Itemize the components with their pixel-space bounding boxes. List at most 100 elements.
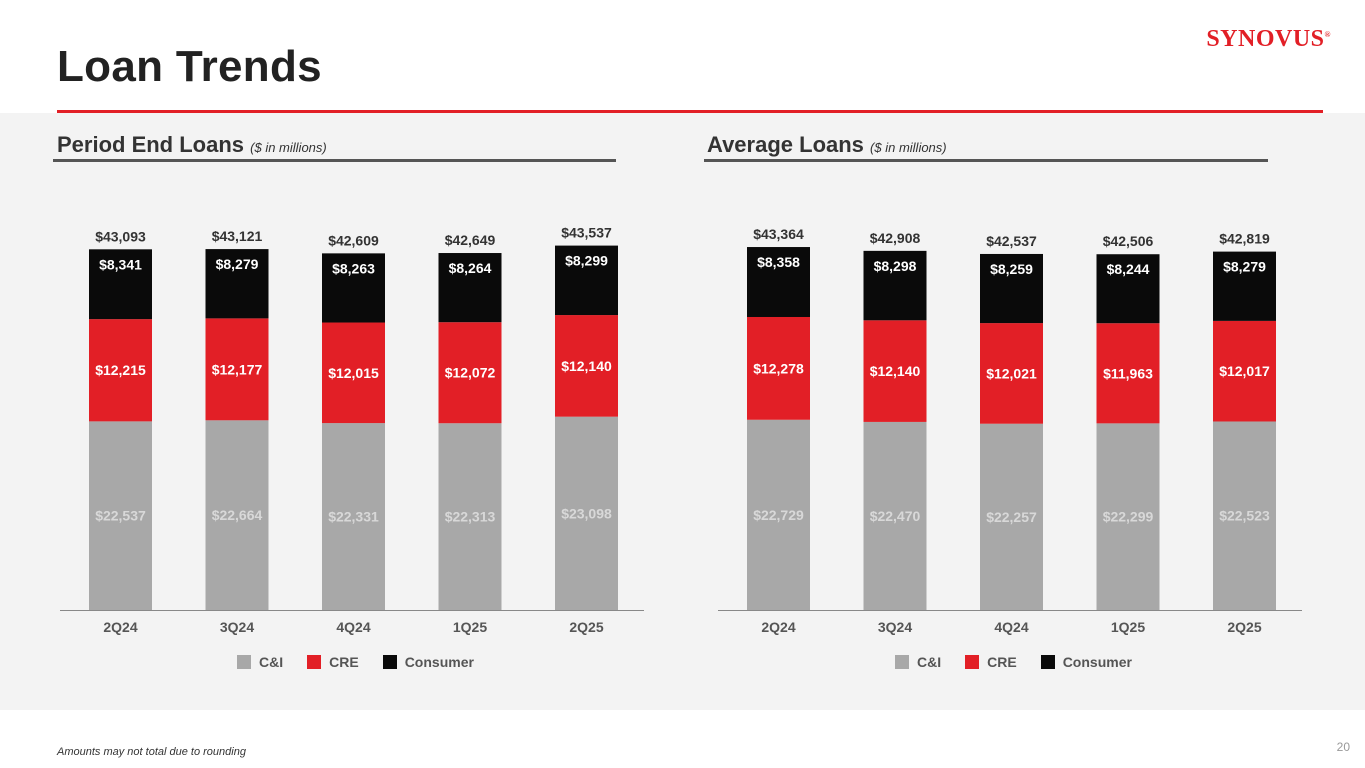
data-label-cre: $12,072: [445, 365, 496, 381]
legend-label-ci: C&I: [259, 654, 284, 670]
data-label-consumer: $8,299: [565, 253, 608, 269]
total-label: $43,093: [95, 228, 146, 244]
bar-consumer-2Q24: [89, 249, 152, 320]
period-end-heading-rule: [53, 159, 616, 162]
data-label-consumer: $8,298: [874, 258, 917, 274]
chart-title: Period End Loans: [57, 132, 245, 157]
bar-cre-1Q25: [438, 322, 502, 424]
chart-unit: ($ in millions): [250, 140, 327, 155]
legend-label-cre: CRE: [329, 654, 359, 670]
bar-ci-4Q24: [980, 423, 1043, 610]
x-tick-label: 2Q24: [103, 619, 137, 635]
legend-item-cre: CRE: [307, 654, 359, 670]
bar-cre-2Q25: [1213, 320, 1276, 422]
bar-ci-3Q24: [863, 421, 927, 610]
data-label-consumer: $8,279: [216, 256, 259, 272]
bar-ci-2Q25: [1213, 421, 1276, 610]
data-label-cre: $11,963: [1103, 365, 1153, 381]
bar-cre-2Q24: [747, 316, 810, 420]
legend-swatch-cre: [307, 655, 322, 669]
x-tick-label: 2Q24: [761, 619, 795, 635]
data-label-cre: $12,278: [753, 360, 804, 376]
legend-swatch-ci: [237, 655, 251, 669]
bar-cre-4Q24: [980, 323, 1043, 424]
synovus-logo: SYNOVUS®: [1206, 26, 1331, 53]
page-title: Loan Trends: [57, 42, 322, 91]
data-label-consumer: $8,264: [449, 260, 492, 276]
period-end-legend: C&I CRE Consumer: [237, 654, 474, 670]
data-label-ci: $22,664: [212, 507, 263, 523]
legend-item-consumer: Consumer: [382, 654, 474, 670]
legend-item-cre: CRE: [965, 654, 1017, 670]
data-label-consumer: $8,358: [757, 254, 800, 270]
data-label-ci: $22,331: [328, 509, 379, 525]
legend-label-consumer: Consumer: [1062, 654, 1132, 670]
x-tick-label: 4Q24: [336, 619, 370, 635]
logo-registered-mark: ®: [1324, 30, 1331, 39]
data-label-cre: $12,021: [986, 365, 1037, 381]
bar-ci-2Q25: [555, 416, 618, 610]
data-label-ci: $22,313: [445, 509, 496, 525]
legend-label-consumer: Consumer: [404, 654, 474, 670]
data-label-consumer: $8,263: [332, 260, 375, 276]
footnote: Amounts may not total due to rounding: [57, 746, 246, 758]
legend-swatch-consumer: [382, 655, 397, 669]
legend-label-cre: CRE: [987, 654, 1017, 670]
bar-consumer-1Q25: [438, 253, 502, 323]
data-label-ci: $23,098: [561, 505, 612, 521]
bar-cre-3Q24: [205, 318, 269, 421]
legend-swatch-cre: [965, 655, 980, 669]
data-label-ci: $22,257: [986, 509, 1037, 525]
total-label: $42,908: [870, 230, 921, 246]
bar-consumer-1Q25: [1096, 254, 1160, 324]
bar-cre-1Q25: [1096, 323, 1160, 424]
average-heading-rule: [704, 159, 1268, 162]
data-label-consumer: $8,279: [1223, 259, 1266, 275]
bar-ci-4Q24: [322, 423, 385, 610]
total-label: $43,121: [212, 228, 263, 244]
page-number: 20: [1336, 740, 1350, 754]
data-label-cre: $12,015: [328, 365, 379, 381]
bar-consumer-4Q24: [980, 253, 1043, 324]
data-label-cre: $12,140: [561, 358, 612, 374]
data-label-ci: $22,537: [95, 508, 146, 524]
legend-item-consumer: Consumer: [1040, 654, 1132, 670]
average-loans-chart: $22,729 $12,278 $8,358 $43,364 2Q24 $22,470 $1…: [718, 226, 1302, 635]
data-label-consumer: $8,341: [99, 256, 142, 272]
bar-consumer-2Q25: [555, 245, 618, 316]
period-end-loans-heading: Period End Loans ($ in millions): [57, 132, 327, 158]
x-tick-label: 2Q25: [1227, 619, 1261, 635]
total-label: $42,649: [445, 232, 496, 248]
x-tick-label: 3Q24: [220, 619, 254, 635]
data-label-ci: $22,299: [1103, 509, 1154, 525]
total-label: $42,819: [1219, 231, 1270, 247]
total-label: $43,537: [561, 225, 612, 241]
legend-swatch-ci: [895, 655, 909, 669]
legend-label-ci: C&I: [917, 654, 942, 670]
x-tick-label: 2Q25: [569, 619, 603, 635]
data-label-ci: $22,729: [753, 507, 804, 523]
data-label-consumer: $8,244: [1107, 261, 1150, 277]
legend-item-ci: C&I: [237, 654, 283, 670]
x-tick-label: 1Q25: [453, 619, 487, 635]
bar-cre-4Q24: [322, 322, 385, 424]
bar-ci-2Q24: [89, 421, 152, 610]
data-label-ci: $22,523: [1219, 508, 1270, 524]
bar-ci-2Q24: [747, 419, 810, 610]
bar-cre-2Q25: [555, 315, 618, 417]
bar-ci-1Q25: [438, 423, 502, 610]
bar-ci-1Q25: [1096, 423, 1160, 610]
logo-text: SYNOVUS: [1206, 26, 1325, 52]
data-label-cre: $12,215: [95, 362, 146, 378]
chart-title: Average Loans: [707, 132, 864, 157]
data-label-cre: $12,017: [1219, 363, 1270, 379]
total-label: $42,609: [328, 232, 379, 248]
bar-consumer-2Q24: [747, 247, 810, 317]
data-label-cre: $12,140: [870, 363, 921, 379]
total-label: $42,506: [1103, 233, 1154, 249]
x-tick-label: 1Q25: [1111, 619, 1145, 635]
period-end-loans-chart: $22,537 $12,215 $8,341 $43,093 2Q24 $22,664 $1…: [60, 225, 644, 635]
bar-consumer-3Q24: [205, 249, 269, 319]
bar-cre-2Q24: [89, 319, 152, 422]
data-label-consumer: $8,259: [990, 261, 1033, 277]
